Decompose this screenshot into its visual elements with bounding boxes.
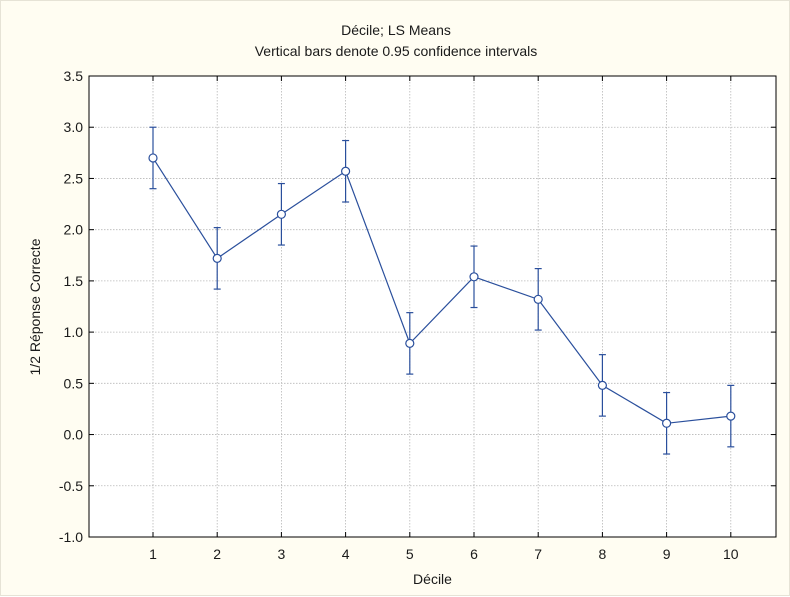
y-tick-label: 3.5 [64,68,84,84]
data-point [469,272,479,282]
data-point [726,411,736,421]
x-tick-label: 6 [470,546,478,562]
data-point [597,380,608,390]
y-tick-label: 0.0 [64,427,84,443]
x-tick-label: 2 [213,546,221,562]
y-tick-label: -1.0 [59,529,83,545]
x-tick-label: 5 [406,546,414,562]
data-point [276,209,286,219]
data-point [212,253,222,263]
y-tick-label: -0.5 [59,478,83,494]
chart-title: Décile; LS Means [341,22,451,38]
y-axis-label: 1/2 Réponse Correcte [27,238,43,376]
series-line [152,157,731,424]
x-tick-label: 3 [278,546,286,562]
x-tick-label: 4 [342,546,350,562]
y-tick-label: 1.0 [64,324,84,340]
x-tick-label: 7 [534,546,542,562]
x-tick-label: 9 [663,546,671,562]
y-tick-label: 1.5 [64,273,84,289]
x-axis-label: Décile [413,571,452,587]
data-point [148,153,158,163]
y-tick-label: 2.0 [64,222,84,238]
data-point [405,338,415,348]
y-tick-label: 2.5 [64,170,84,186]
plot-background [89,76,776,537]
data-point [661,418,672,428]
plot-border [88,75,777,538]
x-tick-label: 10 [723,546,739,562]
y-tick-label: 0.5 [64,375,84,391]
chart-subtitle: Vertical bars denote 0.95 confidence int… [254,43,538,59]
x-tick-label: 8 [599,546,607,562]
y-tick-label: 3.0 [64,119,84,135]
data-point [533,294,543,304]
data-point [341,166,351,176]
x-tick-label: 1 [149,546,157,562]
